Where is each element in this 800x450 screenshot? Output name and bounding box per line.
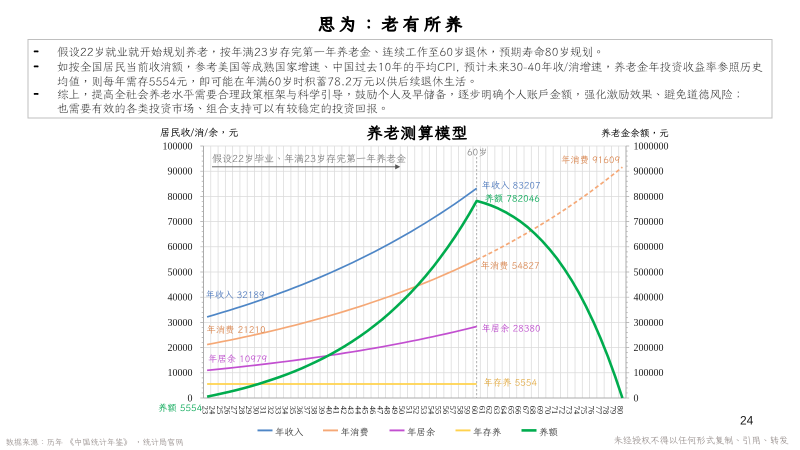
svg-text:600000: 600000 <box>634 242 664 253</box>
svg-text:24: 24 <box>740 414 754 428</box>
svg-text:25: 25 <box>215 406 224 414</box>
svg-text:55: 55 <box>434 406 443 414</box>
svg-text:10000: 10000 <box>168 368 193 379</box>
svg-text:35: 35 <box>288 406 297 414</box>
svg-text:29: 29 <box>244 406 253 414</box>
svg-text:80: 80 <box>616 406 625 414</box>
svg-text:100000: 100000 <box>634 368 664 379</box>
svg-text:42: 42 <box>339 406 348 414</box>
svg-text:40000: 40000 <box>168 293 193 304</box>
svg-text:28: 28 <box>237 406 246 414</box>
svg-text:47: 47 <box>375 406 384 414</box>
svg-text:20000: 20000 <box>168 343 193 354</box>
svg-text:48: 48 <box>383 406 392 414</box>
svg-text:65: 65 <box>506 406 515 414</box>
svg-text:60000: 60000 <box>168 242 193 253</box>
svg-text:0: 0 <box>634 393 639 404</box>
svg-text:62: 62 <box>485 406 494 414</box>
svg-text:44: 44 <box>353 406 362 415</box>
svg-text:40: 40 <box>324 406 333 414</box>
svg-text:54: 54 <box>426 406 435 415</box>
svg-text:45: 45 <box>361 406 370 414</box>
svg-text:90000: 90000 <box>168 167 193 178</box>
svg-text:70000: 70000 <box>168 217 193 228</box>
svg-text:36: 36 <box>295 406 304 414</box>
svg-text:78: 78 <box>601 406 610 414</box>
svg-text:200000: 200000 <box>634 343 664 354</box>
svg-text:43: 43 <box>346 406 355 414</box>
svg-text:73: 73 <box>565 406 574 414</box>
svg-text:72: 72 <box>557 406 566 414</box>
svg-text:700000: 700000 <box>634 217 664 228</box>
svg-text:68: 68 <box>528 406 537 414</box>
svg-text:26: 26 <box>222 406 231 414</box>
svg-text:30: 30 <box>251 406 260 414</box>
svg-text:27: 27 <box>230 406 239 414</box>
svg-text:58: 58 <box>455 406 464 414</box>
svg-text:67: 67 <box>521 406 530 414</box>
svg-text:77: 77 <box>594 406 603 414</box>
svg-text:34: 34 <box>281 406 290 415</box>
svg-text:75: 75 <box>579 406 588 414</box>
svg-text:32: 32 <box>266 406 275 414</box>
svg-text:100000: 100000 <box>163 141 193 152</box>
svg-text:0: 0 <box>188 393 193 404</box>
svg-text:70: 70 <box>543 406 552 414</box>
svg-text:53: 53 <box>419 406 428 414</box>
svg-text:49: 49 <box>390 406 399 414</box>
svg-text:59: 59 <box>463 406 472 414</box>
svg-text:80000: 80000 <box>168 192 193 203</box>
svg-text:66: 66 <box>514 406 523 414</box>
svg-text:41: 41 <box>332 406 341 414</box>
svg-text:63: 63 <box>492 406 501 414</box>
svg-text:61: 61 <box>477 406 486 414</box>
svg-text:64: 64 <box>499 406 508 415</box>
svg-text:33: 33 <box>273 406 282 414</box>
svg-text:800000: 800000 <box>634 192 664 203</box>
svg-text:74: 74 <box>572 406 581 415</box>
svg-text:31: 31 <box>259 406 268 414</box>
svg-text:1000000: 1000000 <box>634 141 669 152</box>
svg-text:69: 69 <box>536 406 545 414</box>
svg-text:76: 76 <box>587 406 596 414</box>
svg-text:57: 57 <box>448 406 457 414</box>
svg-text:500000: 500000 <box>634 267 664 278</box>
svg-text:56: 56 <box>441 406 450 414</box>
svg-text:900000: 900000 <box>634 167 664 178</box>
svg-text:24: 24 <box>208 406 217 415</box>
svg-text:52: 52 <box>412 406 421 414</box>
svg-text:300000: 300000 <box>634 318 664 329</box>
svg-text:30000: 30000 <box>168 318 193 329</box>
svg-text:50: 50 <box>397 406 406 414</box>
svg-text:23: 23 <box>200 406 209 414</box>
svg-text:71: 71 <box>550 406 559 414</box>
svg-text:51: 51 <box>404 406 413 414</box>
svg-text:39: 39 <box>317 406 326 414</box>
svg-text:60: 60 <box>470 406 479 414</box>
svg-text:400000: 400000 <box>634 293 664 304</box>
svg-text:37: 37 <box>302 406 311 414</box>
svg-text:38: 38 <box>310 406 319 414</box>
svg-text:79: 79 <box>608 406 617 414</box>
svg-text:46: 46 <box>368 406 377 414</box>
svg-text:50000: 50000 <box>168 267 193 278</box>
